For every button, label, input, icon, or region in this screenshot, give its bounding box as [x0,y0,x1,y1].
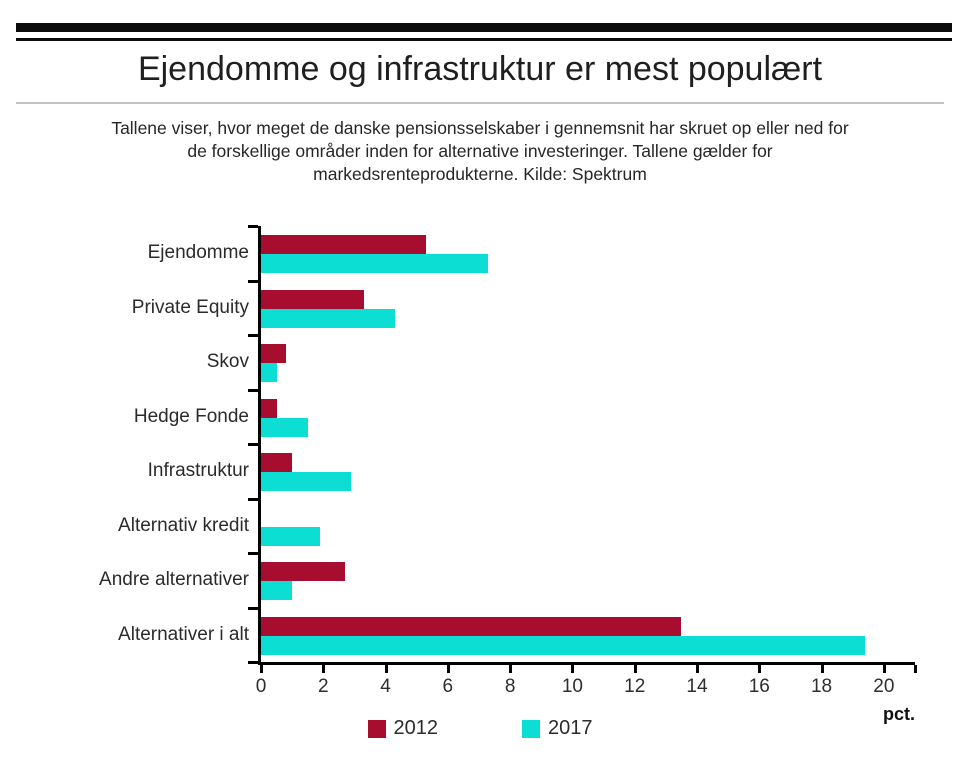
legend-swatch-2012 [367,719,386,738]
legend-label-2017: 2017 [548,717,593,739]
y-axis-tick [248,497,258,501]
chart-row: Ejendomme [148,226,915,281]
y-axis-tick [248,552,258,555]
category-label: Private Equity [131,296,249,318]
bar-2017-skov [261,363,277,382]
chart-row: Alternativer i alt [118,608,915,663]
subtitle-line-3: markedsrenteprodukterne. Kilde: Spektrum [313,164,647,184]
y-axis-tick [248,661,258,664]
bar-2017-infrastruktur [261,472,352,491]
x-axis-tick [633,665,637,673]
y-axis-tick [248,334,258,337]
y-axis-tick [248,443,258,446]
bar-2012-private-equity [261,289,364,309]
x-axis-tick-label: 8 [504,676,516,697]
x-axis-tick [384,665,388,673]
y-axis-tick [248,388,258,392]
chart-subtitle: Tallene viser, hvor meget de danske pens… [0,117,960,186]
x-axis-tick-label: 4 [380,676,391,697]
x-axis-tick-label: 10 [561,676,583,697]
legend-label-2012: 2012 [393,717,439,739]
category-label: Alternativ kredit [118,514,249,536]
y-axis-tick [248,606,258,610]
x-axis-tick [260,665,263,673]
legend-swatch-2017 [522,719,540,738]
y-axis-tick [248,279,258,283]
x-axis-tick [509,665,513,673]
bar-2012-infrastruktur [261,453,293,472]
bar-2012-skov [261,344,286,363]
legend-item-2017: 2017 [522,717,593,740]
chart-row: Private Equity [132,281,915,336]
category-label: Hedge Fonde [133,405,249,427]
x-axis-tick-label: 16 [748,676,770,697]
category-label: Ejendomme [147,242,249,263]
x-axis-tick-label: 18 [810,676,833,697]
category-label: Andre alternativer [99,569,249,590]
masthead-rule-thick [16,23,952,32]
y-axis-line [258,226,261,665]
plot-area: Ejendomme Private Equity Skov Hedge Fonde In… [99,225,917,697]
x-axis-tick-label: 0 [255,676,267,697]
legend-item-2012: 2012 [367,717,439,740]
chart-title: Ejendomme og infrastruktur er mest popul… [137,50,823,88]
subtitle-line-1: Tallene viser, hvor meget de danske pens… [111,118,849,138]
x-axis-tick-label: 14 [686,676,708,697]
chart-row: Skov [207,335,915,390]
subtitle-line-2: de forskellige områder inden for alterna… [187,141,773,161]
x-axis-tick [696,665,699,673]
x-axis-tick-label: 20 [873,676,895,697]
chart-row: Alternativ kredit [118,499,915,554]
y-axis-tick [248,225,258,228]
x-axis-tick [446,665,450,673]
bar-2017-ejendomme [261,254,489,273]
bar-2017-alternativ-kredit [261,526,321,546]
category-label: Infrastruktur [147,460,249,481]
bar-2017-private-equity [261,308,395,328]
bar-2012-ejendomme [261,235,427,254]
bar-2017-alternativer-i-alt [261,635,866,655]
category-label: Alternativer i alt [118,623,249,645]
x-axis-tick [758,665,762,673]
x-axis-end-tick [914,665,917,673]
bar-2012-andre-alternativer [261,562,346,581]
x-axis-tick-label: 6 [442,676,454,697]
x-axis-tick [322,665,326,673]
x-axis-tick-label: 12 [624,676,646,697]
chart-row: Andre alternativer [99,553,915,608]
category-label: Skov [206,351,249,372]
title-divider [16,102,944,104]
chart-row: Hedge Fonde [134,390,915,445]
bar-2017-andre-alternativer [261,581,293,600]
masthead-rule-thin [16,38,952,41]
x-axis-tick-label: 2 [317,676,329,697]
bar-2012-alternativer-i-alt [261,616,682,636]
chart-row: Infrastruktur [148,444,915,499]
bar-2017-hedge-fonde [261,417,308,437]
bar-2012-hedge-fonde [261,398,277,418]
x-axis-unit-label: pct. [882,704,915,724]
chart-legend: 2012 2017 [0,717,960,740]
x-axis-line [258,662,915,665]
x-axis-tick [820,665,824,673]
x-axis-tick [882,665,886,673]
x-axis-tick [571,665,575,673]
